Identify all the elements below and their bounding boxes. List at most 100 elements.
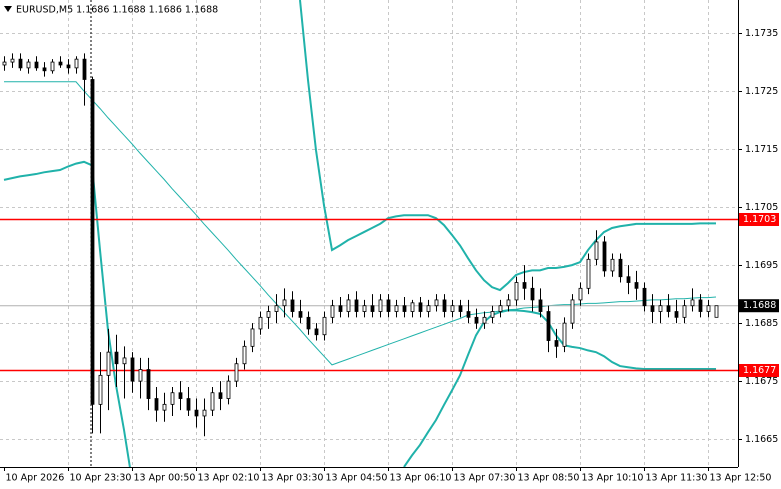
- candle-body: [74, 58, 79, 69]
- y-tick-label: 1.1725: [745, 86, 778, 97]
- candle-body: [682, 305, 687, 318]
- candle-body: [418, 302, 423, 312]
- candle-body: [218, 392, 223, 399]
- last-price-box: [739, 299, 779, 313]
- x-tick-label: 13 Apr 07:30: [454, 473, 516, 484]
- candle-body: [650, 305, 655, 312]
- candle-body: [458, 305, 463, 312]
- candle-body: [602, 241, 607, 272]
- candle-body: [2, 61, 7, 66]
- candle-body: [138, 369, 143, 382]
- candle-body: [330, 305, 335, 318]
- candle-body: [690, 299, 695, 307]
- candle-body: [18, 58, 23, 69]
- candle-body: [474, 316, 479, 324]
- axis-layer: 1.1665 1.1675 1.1685 1.1695 1.1705 1.1715 1.17…: [4, 28, 779, 484]
- candle-body: [122, 357, 127, 365]
- x-tick-label: 13 Apr 11:30: [646, 473, 708, 484]
- candle-body: [634, 282, 639, 289]
- collapse-icon[interactable]: [4, 6, 12, 12]
- candle-body: [314, 328, 319, 336]
- candle-body: [706, 305, 711, 312]
- x-tick-label: 13 Apr 10:10: [582, 473, 644, 484]
- candle-body: [434, 299, 439, 307]
- candle-body: [506, 299, 511, 307]
- candle-body: [114, 351, 119, 365]
- band-line: [299, 0, 716, 292]
- x-tick-label: 13 Apr 12:50: [710, 473, 772, 484]
- candle-body: [290, 299, 295, 312]
- candle-body: [250, 328, 255, 347]
- x-tick-label: 13 Apr 06:10: [390, 473, 452, 484]
- grid-layer: [0, 0, 738, 467]
- candle-body: [282, 299, 287, 307]
- y-tick-label: 1.1705: [745, 202, 778, 213]
- candle-body: [242, 345, 247, 365]
- candle-body: [154, 398, 159, 411]
- candle-body: [354, 299, 359, 312]
- x-tick-label: 13 Apr 02:10: [198, 473, 260, 484]
- candle-body: [714, 305, 719, 318]
- x-tick-label: 13 Apr 03:30: [262, 473, 324, 484]
- candle-body: [298, 311, 303, 318]
- candle-body: [82, 58, 87, 80]
- candle-body: [562, 322, 567, 347]
- candle-body: [578, 287, 583, 301]
- candle-body: [162, 403, 167, 411]
- candle-body: [26, 61, 31, 69]
- y-tick-label: 1.1735: [745, 28, 778, 39]
- candle-body: [306, 316, 311, 330]
- candle-body: [274, 305, 279, 312]
- level-label-box: [739, 364, 779, 377]
- candle-body: [178, 392, 183, 399]
- candle-body: [546, 311, 551, 341]
- candle-body: [66, 64, 71, 69]
- candle-body: [130, 357, 135, 382]
- candle-body: [586, 258, 591, 289]
- plot-area: [0, 0, 738, 467]
- candle-body: [514, 282, 519, 301]
- candle-body: [202, 409, 207, 417]
- y-tick-label: 1.1665: [745, 434, 778, 445]
- candle-body: [186, 398, 191, 411]
- candle-body: [642, 287, 647, 307]
- candle-body: [426, 305, 431, 312]
- candle-body: [442, 299, 447, 312]
- x-tick-label: 13 Apr 08:50: [518, 473, 580, 484]
- candle-body: [42, 67, 47, 72]
- candle-body: [522, 282, 527, 289]
- candle-body: [346, 299, 351, 312]
- candle-body: [170, 392, 175, 405]
- x-tick-label: 10 Apr 2026: [6, 473, 65, 484]
- candle-body: [618, 258, 623, 278]
- candle-body: [386, 299, 391, 312]
- candle-body: [106, 351, 111, 376]
- last-price-label: 1.1688: [743, 300, 776, 311]
- candle-body: [626, 276, 631, 283]
- candle-body: [610, 258, 615, 272]
- candle-body: [466, 311, 471, 318]
- y-tick-label: 1.1715: [745, 144, 778, 155]
- candle-body: [378, 299, 383, 312]
- level-label: 1.1703: [743, 214, 776, 225]
- candle-body: [658, 305, 663, 312]
- candle-body: [402, 305, 407, 312]
- level-label-box: [739, 213, 779, 226]
- candle-body: [362, 305, 367, 312]
- candle-body: [10, 58, 15, 63]
- candle-body: [554, 340, 559, 347]
- candle-body: [234, 363, 239, 382]
- candle-body: [530, 287, 535, 301]
- candle-body: [666, 305, 671, 312]
- candle-body: [674, 311, 679, 318]
- y-tick-label: 1.1695: [745, 260, 778, 271]
- band-line: [4, 81, 717, 366]
- x-tick-label: 10 Apr 23:30: [70, 473, 132, 484]
- candle-body: [490, 311, 495, 318]
- x-tick-label: 13 Apr 04:50: [326, 473, 388, 484]
- level-label: 1.1677: [743, 365, 776, 376]
- candle-body: [58, 61, 63, 66]
- y-tick-label: 1.1675: [745, 376, 778, 387]
